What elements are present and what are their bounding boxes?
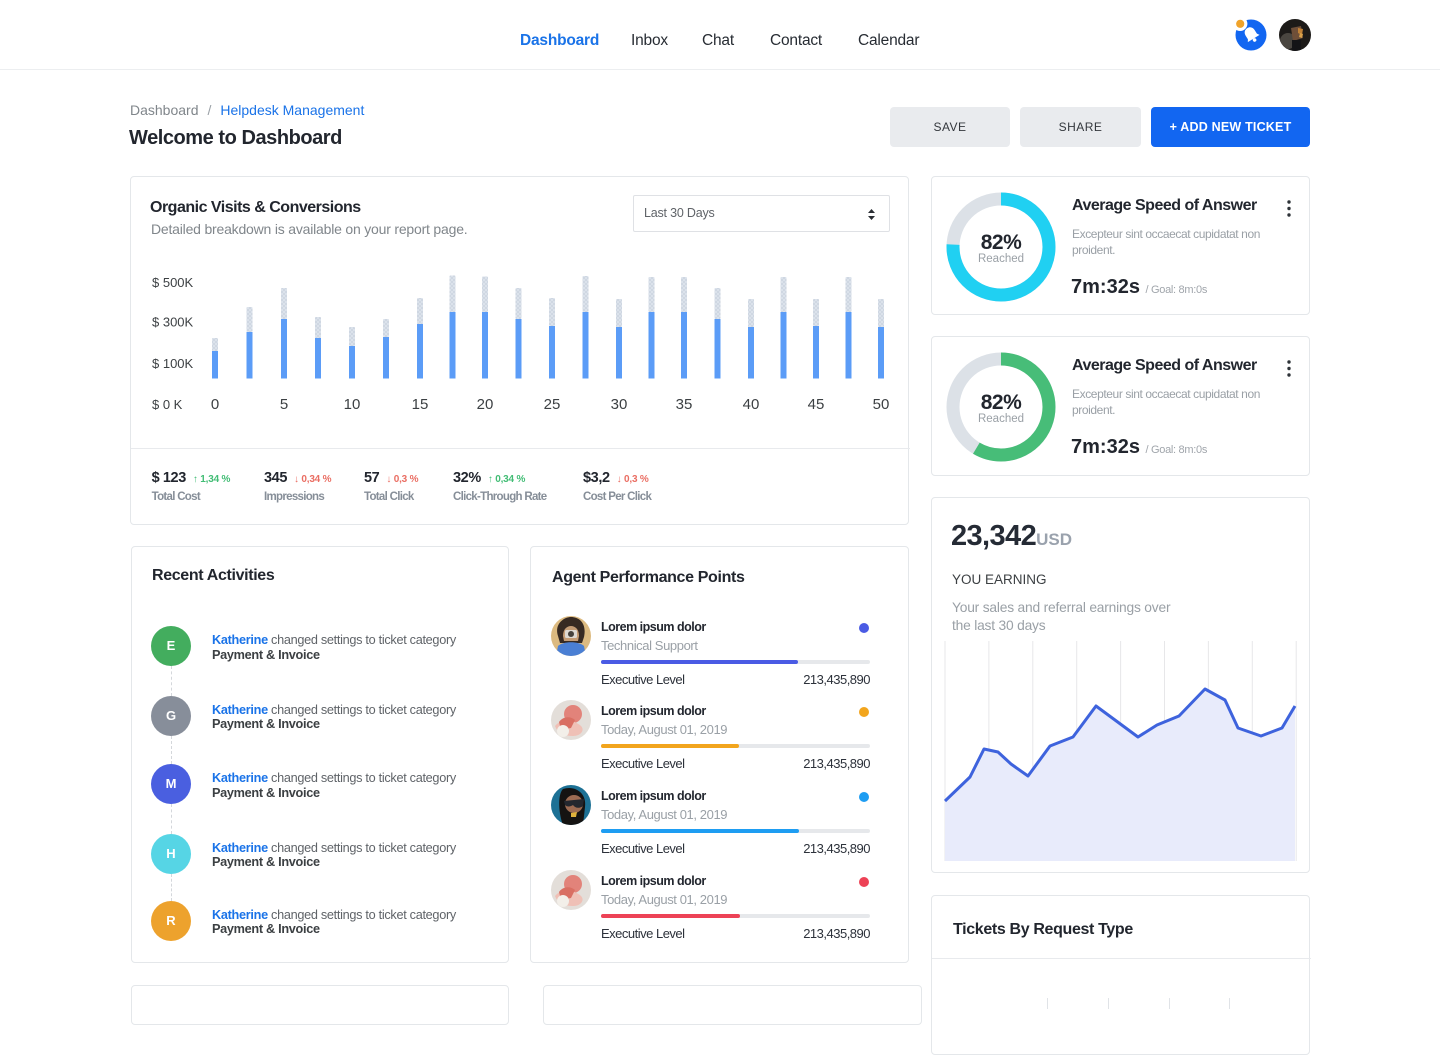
svg-text:$ 0 K: $ 0 K xyxy=(152,397,183,412)
svg-text:15: 15 xyxy=(412,396,429,413)
svg-text:40: 40 xyxy=(743,396,760,413)
svg-text:35: 35 xyxy=(676,396,693,413)
svg-text:$ 100K: $ 100K xyxy=(152,356,194,371)
svg-text:0: 0 xyxy=(211,396,219,413)
svg-text:5: 5 xyxy=(280,396,288,413)
svg-text:50: 50 xyxy=(873,396,890,413)
svg-text:$ 500K: $ 500K xyxy=(152,275,194,290)
svg-text:30: 30 xyxy=(611,396,628,413)
svg-text:$ 300K: $ 300K xyxy=(152,315,194,330)
svg-text:20: 20 xyxy=(477,396,494,413)
svg-text:45: 45 xyxy=(808,396,825,413)
svg-text:25: 25 xyxy=(544,396,561,413)
svg-text:10: 10 xyxy=(344,396,361,413)
